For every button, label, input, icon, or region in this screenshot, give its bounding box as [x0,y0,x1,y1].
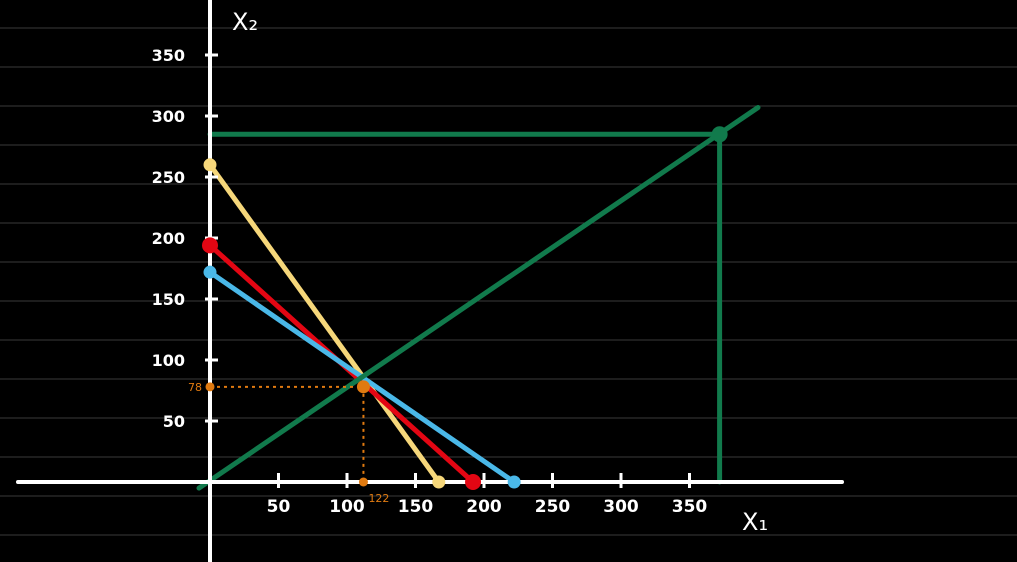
y-tick-label: 200 [152,229,185,248]
data-point [711,126,728,143]
axis-marker-y [205,382,215,392]
annotation-label-y: 78 [188,381,202,394]
y-tick-label: 250 [152,168,185,187]
x-tick-label: 150 [398,497,434,517]
ticks: 50 100 150 200 250 300 350 50 100 150 200 250 300 350 [152,46,708,517]
data-point [202,237,218,254]
y-tick-label: 150 [152,290,185,309]
data-point [432,475,446,489]
x-axis-label: X₁ [742,508,768,536]
ruled-grid [0,27,1017,536]
y-axis-label: X₂ [232,8,258,36]
annotation-label-x: 122 [368,492,389,505]
x-tick-label: 350 [672,497,708,517]
x-tick-label: 100 [329,497,365,517]
x-tick-label: 50 [267,497,291,517]
y-tick-label: 50 [163,412,185,431]
series-line-4 [196,105,761,491]
x-tick-label: 250 [535,497,571,517]
series-line-1 [207,162,442,485]
x-tick-label: 300 [603,497,639,517]
data-point [203,265,217,279]
data-point [356,380,370,394]
points-layer [202,126,728,490]
data-point [203,158,217,172]
y-tick-label: 300 [152,107,185,126]
y-tick-label: 100 [152,351,185,370]
x-tick-label: 200 [466,497,502,517]
annotations: 78 122 [188,381,389,505]
axes [16,0,844,562]
axis-marker-x [358,477,368,487]
data-point [507,475,521,489]
y-tick-label: 350 [152,46,185,65]
data-point [465,474,482,490]
series-layer [196,105,761,491]
